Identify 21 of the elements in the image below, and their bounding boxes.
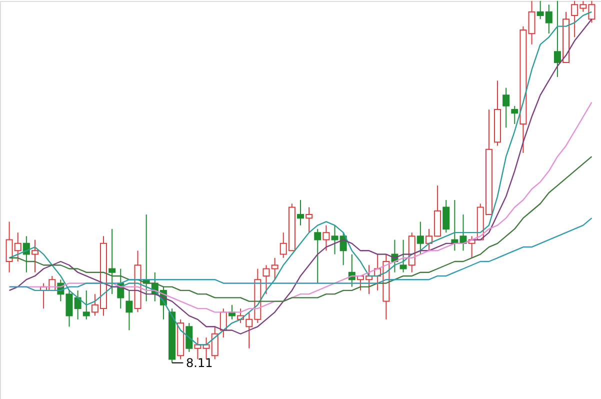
candlestick (511, 105, 518, 125)
candlestick (262, 264, 270, 295)
candlestick (442, 200, 450, 234)
candlestick (502, 87, 510, 128)
candlestick (22, 236, 30, 273)
candlestick (306, 206, 313, 234)
candlestick (400, 239, 407, 273)
candlestick (108, 228, 116, 295)
candlestick (297, 200, 304, 226)
candlestick (271, 257, 278, 280)
candlestick (82, 290, 90, 320)
candlestick (126, 290, 133, 331)
candlestick (74, 290, 82, 320)
candlestick (314, 228, 322, 284)
candlestick (554, 0, 561, 78)
candlestick (416, 221, 424, 255)
candlestick (322, 224, 330, 252)
candlestick (194, 336, 202, 360)
annotation: 8.11 (186, 356, 213, 370)
candlestick (31, 239, 38, 273)
candlestick (186, 322, 193, 352)
